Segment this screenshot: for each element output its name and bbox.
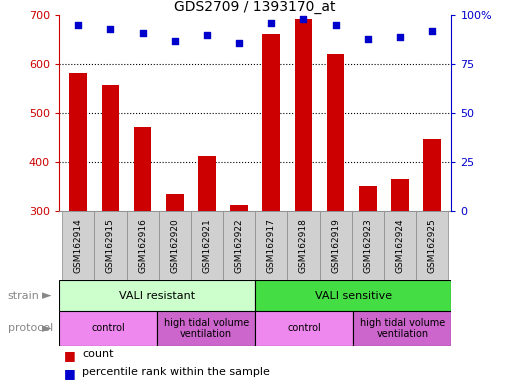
Bar — [391, 179, 409, 211]
Bar — [263, 34, 280, 211]
Text: ►: ► — [43, 322, 52, 335]
Text: GSM162921: GSM162921 — [203, 218, 211, 273]
Text: GSM162922: GSM162922 — [234, 218, 244, 273]
Bar — [102, 85, 120, 211]
Title: GDS2709 / 1393170_at: GDS2709 / 1393170_at — [174, 0, 336, 14]
Point — [171, 38, 179, 44]
Bar — [287, 211, 320, 280]
Text: GSM162923: GSM162923 — [363, 218, 372, 273]
Text: high tidal volume
ventilation: high tidal volume ventilation — [360, 318, 445, 339]
Text: control: control — [287, 323, 321, 333]
Bar — [423, 139, 441, 211]
Bar — [255, 280, 451, 311]
Text: GSM162918: GSM162918 — [299, 218, 308, 273]
Point — [106, 26, 114, 32]
Text: GSM162920: GSM162920 — [170, 218, 180, 273]
Bar — [159, 211, 191, 280]
Bar — [157, 311, 255, 346]
Text: VALI resistant: VALI resistant — [119, 291, 195, 301]
Point — [267, 20, 275, 26]
Point — [139, 30, 147, 36]
Point — [396, 34, 404, 40]
Bar — [198, 156, 216, 211]
Bar — [255, 311, 353, 346]
Text: GSM162925: GSM162925 — [428, 218, 437, 273]
Text: high tidal volume
ventilation: high tidal volume ventilation — [164, 318, 249, 339]
Text: GSM162916: GSM162916 — [138, 218, 147, 273]
Bar — [352, 211, 384, 280]
Bar — [384, 211, 416, 280]
Text: GSM162924: GSM162924 — [396, 218, 404, 273]
Bar — [62, 211, 94, 280]
Bar — [166, 194, 184, 211]
Point — [364, 36, 372, 42]
Point — [203, 32, 211, 38]
Bar — [353, 311, 451, 346]
Text: GSM162914: GSM162914 — [74, 218, 83, 273]
Text: ■: ■ — [64, 349, 76, 362]
Bar — [69, 73, 87, 211]
Text: percentile rank within the sample: percentile rank within the sample — [82, 367, 270, 377]
Text: strain: strain — [8, 291, 40, 301]
Point — [235, 40, 243, 46]
Point — [331, 22, 340, 28]
Bar — [191, 211, 223, 280]
Text: ►: ► — [43, 289, 52, 302]
Bar — [223, 211, 255, 280]
Bar — [359, 186, 377, 211]
Point — [428, 28, 436, 34]
Bar — [94, 211, 127, 280]
Bar — [59, 311, 157, 346]
Bar — [255, 211, 287, 280]
Bar — [134, 127, 151, 211]
Text: count: count — [82, 349, 113, 359]
Bar — [416, 211, 448, 280]
Text: GSM162915: GSM162915 — [106, 218, 115, 273]
Bar — [230, 205, 248, 211]
Bar — [294, 19, 312, 211]
Text: GSM162919: GSM162919 — [331, 218, 340, 273]
Point — [74, 22, 83, 28]
Bar — [320, 211, 352, 280]
Text: ■: ■ — [64, 367, 76, 381]
Bar — [127, 211, 159, 280]
Text: control: control — [91, 323, 125, 333]
Text: VALI sensitive: VALI sensitive — [315, 291, 392, 301]
Point — [300, 16, 308, 22]
Bar — [59, 280, 255, 311]
Bar — [327, 53, 345, 211]
Text: GSM162917: GSM162917 — [267, 218, 276, 273]
Text: protocol: protocol — [8, 323, 53, 333]
